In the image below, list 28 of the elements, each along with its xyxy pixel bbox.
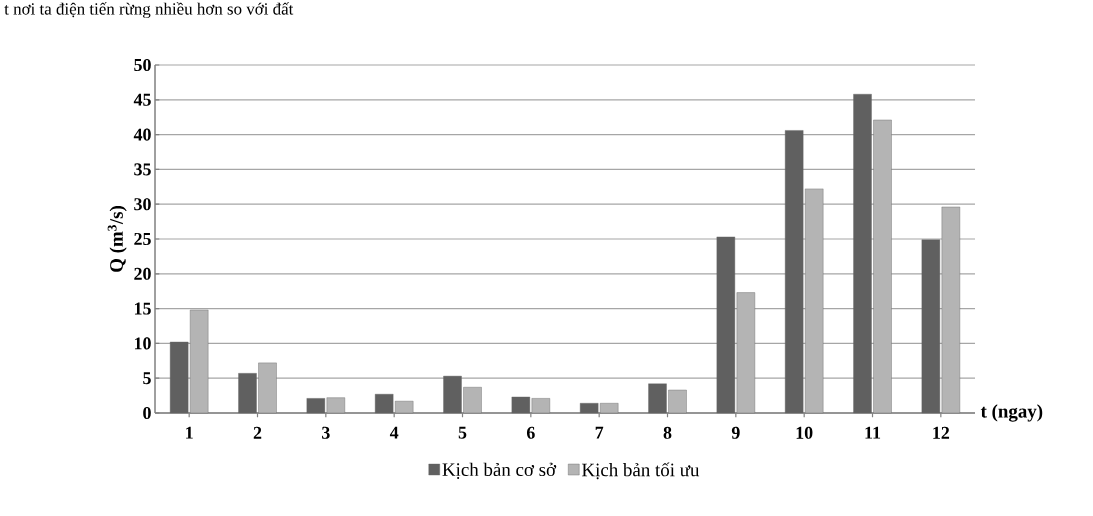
y-tick-label: 45 xyxy=(133,93,151,106)
x-tick-label: 4 xyxy=(389,426,399,439)
y-tick-label: 20 xyxy=(134,267,151,280)
x-tick-label: 7 xyxy=(595,426,604,439)
y-axis-title: Q (m$^{3}$/s) xyxy=(107,206,127,272)
x-tick-label: 12 xyxy=(933,426,950,439)
x-tick-label: 6 xyxy=(526,426,535,439)
y-tick-label: 40 xyxy=(133,128,151,141)
y-tick-label: 10 xyxy=(134,337,151,350)
legend-label: Kịch bản tối ưu xyxy=(581,462,700,480)
y-tick-label: 0 xyxy=(143,406,151,420)
y-tick-label: 25 xyxy=(134,232,151,246)
x-tick-label: 2 xyxy=(253,426,262,439)
x-tick-label: 1 xyxy=(186,426,193,439)
x-tick-label: 9 xyxy=(731,426,740,439)
x-tick-label: 5 xyxy=(458,426,467,439)
text: t nơi ta điện tiến rừng nhiều hơn so với đất xyxy=(4,2,294,19)
y-tick-label: 5 xyxy=(143,372,151,385)
y-tick-label: 15 xyxy=(134,302,151,315)
x-tick-label: 11 xyxy=(865,426,881,439)
x-tick-label: 10 xyxy=(796,426,813,439)
y-tick-label: 35 xyxy=(134,163,151,176)
legend-label: Kịch bản cơ sở xyxy=(442,462,557,479)
x-tick-label: 8 xyxy=(663,426,672,439)
y-tick-label: 30 xyxy=(134,198,151,211)
x-axis-title: t (ngay) xyxy=(980,404,1043,422)
y-tick-label: 50 xyxy=(134,58,151,72)
x-tick-label: 3 xyxy=(322,426,330,439)
